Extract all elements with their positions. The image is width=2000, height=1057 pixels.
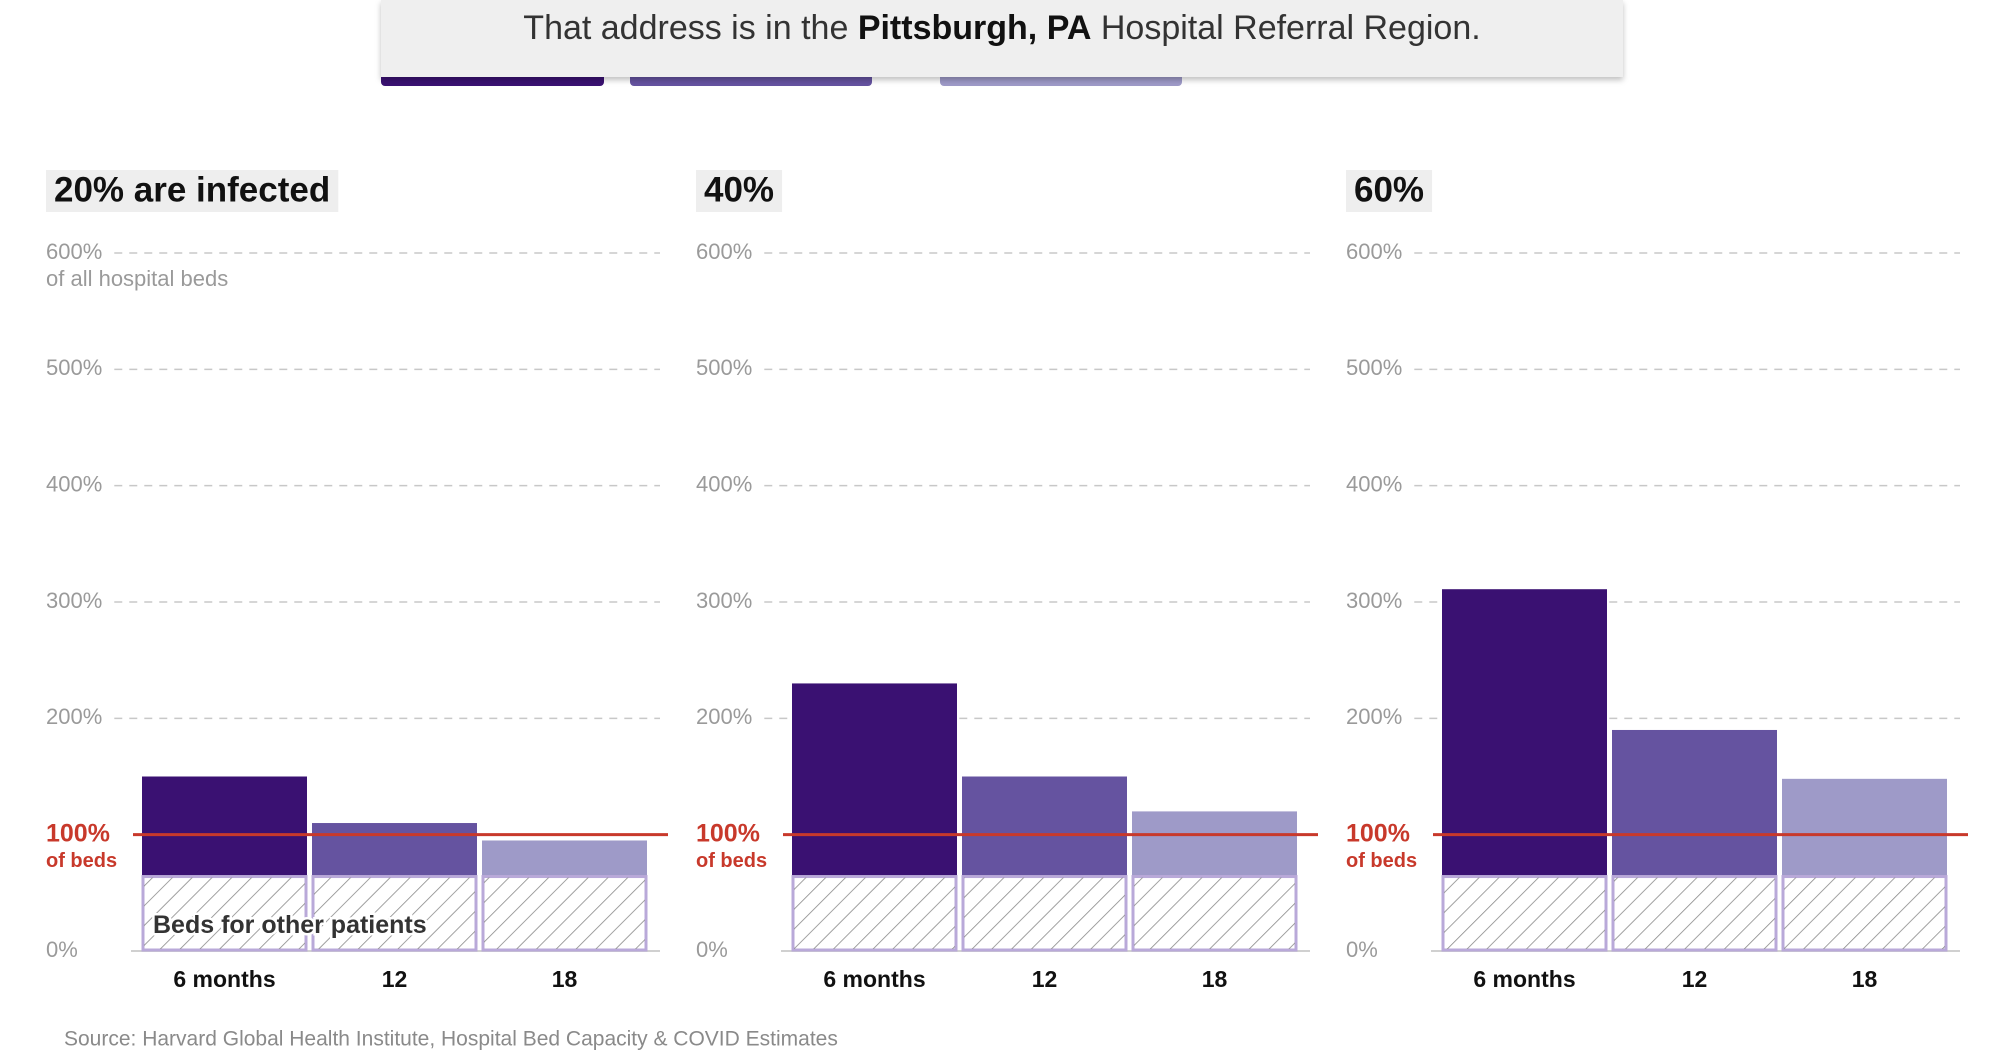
- y-tick-label: 0%: [696, 937, 728, 962]
- banner-text: That address is in the Pittsburgh, PA Ho…: [523, 9, 1480, 47]
- y-tick-label: 300%: [696, 588, 752, 613]
- hatch: [964, 877, 1125, 949]
- y-tick-label: 600%: [696, 239, 752, 264]
- x-tick-label: 12: [382, 966, 408, 992]
- hatch: [484, 877, 645, 949]
- banner-region: Pittsburgh, PA: [858, 9, 1092, 47]
- hatch: [314, 877, 475, 949]
- reference-label: 100%: [1346, 819, 1410, 847]
- hatch: [1784, 877, 1945, 949]
- x-tick-label: 6 months: [823, 966, 925, 992]
- x-tick-label: 18: [1852, 966, 1878, 992]
- y-tick-label: 200%: [46, 704, 102, 729]
- y-tick-label: 400%: [1346, 471, 1402, 496]
- source: Source: Harvard Global Health Institute,…: [64, 1028, 838, 1051]
- x-tick-label: 12: [1032, 966, 1058, 992]
- reference-note: of beds: [1346, 850, 1417, 872]
- y-tick-label: 200%: [1346, 704, 1402, 729]
- hatch: [1444, 877, 1605, 949]
- other-patients-label: Beds for other patients: [153, 911, 427, 939]
- x-tick-label: 6 months: [1473, 966, 1575, 992]
- reference-label: 100%: [696, 819, 760, 847]
- y-tick-label: 200%: [696, 704, 752, 729]
- chart-title: 60%: [1354, 170, 1424, 209]
- y-tick-label: 300%: [1346, 588, 1402, 613]
- y-tick-label: 300%: [46, 588, 102, 613]
- y-tick-label: 400%: [696, 471, 752, 496]
- reference-label: 100%: [46, 819, 110, 847]
- y-tick-label: 600%: [46, 239, 102, 264]
- y-tick-label: 500%: [46, 355, 102, 380]
- panel: 40% 0% 200% 300% 400% 500% 600% 6 months 12 18 100…: [696, 170, 1318, 992]
- x-tick-label: 18: [552, 966, 578, 992]
- y-tick-label: 400%: [46, 471, 102, 496]
- hatch: [1614, 877, 1775, 949]
- x-tick-label: 6 months: [173, 966, 275, 992]
- banner-prefix: That address is in the: [523, 9, 858, 47]
- title-background: [46, 170, 339, 212]
- y-tick-label: 0%: [46, 937, 78, 962]
- chart-title: 40%: [704, 170, 774, 209]
- x-tick-label: 12: [1682, 966, 1708, 992]
- banner: [381, 0, 1623, 77]
- panel: 60% 0% 200% 300% 400% 500% 600% 6 months 12 18 100…: [1346, 170, 1968, 992]
- title-background: [696, 170, 783, 212]
- hatch: [794, 877, 955, 949]
- hatch: [144, 877, 305, 949]
- title-background: [1346, 170, 1433, 212]
- chart-title: 20% are infected: [54, 170, 330, 209]
- reference-note: of beds: [696, 850, 767, 872]
- y-tick-label: 0%: [1346, 937, 1378, 962]
- hatch: [1134, 877, 1295, 949]
- banner-suffix: Hospital Referral Region.: [1091, 9, 1480, 47]
- y-tick-label: 500%: [696, 355, 752, 380]
- y-tick-note: of all hospital beds: [46, 266, 228, 291]
- y-tick-label: 600%: [1346, 239, 1402, 264]
- x-tick-label: 18: [1202, 966, 1228, 992]
- reference-note: of beds: [46, 850, 117, 872]
- y-tick-label: 500%: [1346, 355, 1402, 380]
- panel: 20% are infected0%200%300%400%500%600%of…: [46, 170, 668, 992]
